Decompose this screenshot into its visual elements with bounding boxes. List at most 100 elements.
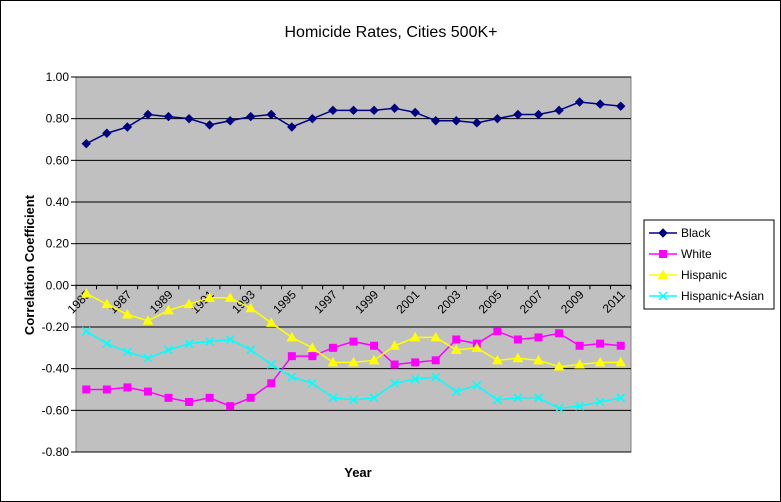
y-tick-label: 0.80 xyxy=(46,112,70,126)
data-point xyxy=(410,107,420,118)
data-point xyxy=(328,105,338,116)
legend-swatch-marker xyxy=(658,291,668,301)
data-point xyxy=(349,337,358,346)
data-point xyxy=(287,352,296,361)
data-point xyxy=(451,387,461,397)
data-point xyxy=(596,339,605,348)
data-point xyxy=(102,128,112,138)
data-point xyxy=(81,138,91,149)
data-point xyxy=(533,393,544,403)
data-point xyxy=(245,302,257,313)
y-tick-label: -0.20 xyxy=(42,320,70,334)
data-point xyxy=(493,327,502,336)
data-point xyxy=(616,393,626,403)
data-point xyxy=(163,304,174,315)
data-point xyxy=(307,113,318,124)
legend-label: Hispanic xyxy=(681,268,727,282)
data-point xyxy=(472,118,482,128)
y-axis-ticks: 1.00 0.80 0.60 0.40 0.20 0.00 -0.20 -0.40 -0.60 -… xyxy=(42,70,76,459)
data-point xyxy=(327,356,339,367)
series-layer xyxy=(80,97,627,413)
data-point xyxy=(164,393,173,402)
data-point xyxy=(246,111,256,122)
data-point xyxy=(513,335,522,344)
data-point xyxy=(143,353,153,363)
data-point xyxy=(122,308,133,319)
data-point xyxy=(80,288,92,298)
data-point xyxy=(431,372,441,382)
data-point xyxy=(307,378,317,388)
data-point xyxy=(452,335,461,344)
y-tick-label: -0.80 xyxy=(42,445,70,459)
data-point xyxy=(184,339,194,349)
series-hispanic-asian xyxy=(81,326,626,413)
data-point xyxy=(492,113,503,124)
y-tick-label: 0.40 xyxy=(46,195,70,209)
legend-entry: Black xyxy=(649,226,711,240)
data-point xyxy=(183,298,195,309)
data-point xyxy=(265,317,277,327)
data-point xyxy=(555,329,564,338)
data-point xyxy=(370,341,379,350)
data-point xyxy=(204,292,215,302)
data-point xyxy=(431,116,441,126)
legend: Black White Hispanic Hispanic+Asian xyxy=(643,219,775,310)
data-point xyxy=(451,116,461,126)
data-point xyxy=(513,393,523,403)
data-point xyxy=(143,109,153,120)
data-point xyxy=(287,122,297,132)
data-point xyxy=(533,109,544,120)
y-tick-label: 1.00 xyxy=(46,70,70,84)
data-point xyxy=(389,340,400,350)
data-point xyxy=(266,109,276,120)
data-point xyxy=(348,105,359,116)
data-point xyxy=(225,116,235,126)
data-point xyxy=(368,354,380,365)
data-point xyxy=(328,343,337,352)
data-point xyxy=(123,383,132,392)
data-point xyxy=(575,401,585,411)
data-point xyxy=(411,358,420,367)
y-tick-label: 0.60 xyxy=(46,153,70,167)
chart-title: Homicide Rates, Cities 500K+ xyxy=(285,24,498,41)
data-point xyxy=(389,103,400,113)
legend-swatch-marker xyxy=(657,269,669,279)
data-point xyxy=(409,331,421,342)
data-point xyxy=(492,395,502,405)
data-point xyxy=(574,97,585,107)
data-point xyxy=(512,352,524,363)
data-point xyxy=(369,393,379,403)
data-point xyxy=(328,393,338,403)
data-point xyxy=(205,337,215,347)
series-hispanic xyxy=(80,288,627,371)
data-point xyxy=(492,354,503,365)
y-axis-label: Correlation Coefficient xyxy=(22,194,37,335)
data-point xyxy=(616,101,626,111)
data-point xyxy=(286,331,298,342)
data-point xyxy=(348,356,359,367)
x-axis-label: Year xyxy=(344,465,371,480)
data-point xyxy=(307,342,318,352)
data-point xyxy=(574,358,585,369)
data-point xyxy=(472,380,482,390)
data-point xyxy=(595,99,605,109)
legend-entry: Hispanic+Asian xyxy=(649,289,764,303)
data-point xyxy=(122,122,133,132)
data-point xyxy=(450,344,462,354)
data-point xyxy=(204,120,215,130)
data-point xyxy=(205,393,214,402)
plot-area xyxy=(75,76,632,453)
data-point xyxy=(184,113,194,124)
series-white xyxy=(82,327,625,411)
data-point xyxy=(163,111,174,122)
data-point xyxy=(143,387,152,396)
data-point xyxy=(594,356,606,367)
data-point xyxy=(513,109,523,120)
data-point xyxy=(615,356,627,367)
data-point xyxy=(163,345,174,355)
data-point xyxy=(225,334,235,345)
data-point xyxy=(430,331,442,342)
data-point xyxy=(553,361,565,371)
